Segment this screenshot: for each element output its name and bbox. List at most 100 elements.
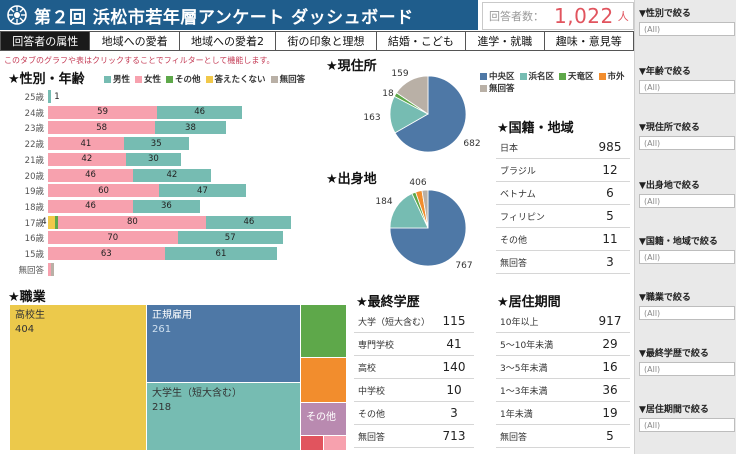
tab-marriage-children[interactable]: 結婚・こども — [376, 31, 467, 51]
occupation-treemap[interactable]: 高校生 404 正規雇用 261 大学生（短大含む） 218 その他 — [10, 305, 346, 450]
age-bar-row[interactable]: 16歳 70 57 — [0, 231, 330, 245]
filter-dropdown[interactable]: (All) — [639, 418, 735, 432]
filter-dropdown[interactable]: (All) — [639, 22, 735, 36]
treemap-tile[interactable] — [301, 436, 323, 450]
age-bar-segment[interactable]: 60 — [48, 184, 159, 198]
pie-slice[interactable] — [389, 193, 429, 229]
table-row[interactable]: 中学校 10 — [354, 379, 474, 402]
treemap-tile[interactable]: 大学生（短大含む） 218 — [147, 383, 300, 450]
pie-slice[interactable] — [394, 75, 467, 153]
respondent-count-value: 1,022 — [554, 4, 614, 28]
age-bar-segment[interactable]: 46 — [48, 168, 134, 182]
age-bar-row[interactable]: 19歳 60 47 — [0, 184, 330, 198]
age-bar-row[interactable]: 22歳 41 35 — [0, 137, 330, 151]
birthplace-pie-chart[interactable]: 406 184 767 — [352, 176, 490, 274]
treemap-tile[interactable]: その他 — [301, 403, 346, 435]
pie-slice[interactable] — [421, 189, 429, 229]
age-bar-segment[interactable]: 70 — [48, 231, 178, 245]
age-bar-segment[interactable]: 46 — [206, 215, 292, 229]
age-bar-row[interactable]: 23歳 58 38 — [0, 121, 330, 135]
age-bar-segment[interactable]: 57 — [177, 231, 283, 245]
tab-attachment[interactable]: 地域への愛着 — [90, 31, 180, 51]
age-bar-row[interactable]: 17歳 4 80 46 — [0, 215, 330, 229]
tab-attachment-2[interactable]: 地域への愛着2 — [179, 31, 277, 51]
legend-item[interactable]: 天竜区 — [559, 70, 594, 82]
tab-attributes[interactable]: 回答者の属性 — [0, 31, 91, 51]
legend-item[interactable]: その他 — [166, 73, 201, 85]
age-bar-row[interactable]: 無回答 — [0, 262, 330, 276]
filter-dropdown[interactable]: (All) — [639, 80, 735, 94]
legend-item[interactable]: 無回答 — [270, 73, 305, 85]
age-bar-segment[interactable] — [48, 262, 51, 276]
treemap-tile[interactable]: 高校生 404 — [10, 305, 146, 450]
treemap-tile[interactable] — [301, 358, 346, 402]
age-bar-row[interactable]: 24歳 59 46 — [0, 105, 330, 119]
age-bar-segment[interactable]: 46 — [48, 199, 134, 213]
legend-item[interactable]: 答えたくない — [205, 73, 266, 85]
tab-city-impression[interactable]: 街の印象と理想 — [276, 31, 377, 51]
table-row[interactable]: 大学（短大含む） 115 — [354, 310, 474, 333]
filter-dropdown[interactable]: (All) — [639, 136, 735, 150]
pie-slice[interactable] — [389, 189, 467, 267]
age-bar-row[interactable]: 25歳 1 — [0, 90, 330, 103]
legend-item[interactable]: 浜名区 — [519, 70, 554, 82]
legend-item[interactable]: 中央区 — [480, 70, 515, 82]
legend-item[interactable]: 無回答 — [480, 82, 515, 94]
table-row[interactable]: 高校 140 — [354, 356, 474, 379]
age-bar-segment[interactable]: 80 — [58, 215, 207, 229]
table-row[interactable]: その他 11 — [496, 228, 630, 251]
treemap-tile[interactable] — [324, 436, 346, 450]
legend-item[interactable]: 男性 — [104, 73, 130, 85]
legend-item[interactable]: 女性 — [135, 73, 161, 85]
table-row-label: 専門学校 — [358, 340, 395, 351]
table-row[interactable]: 3～5年未満 16 — [496, 356, 630, 379]
filter-dropdown[interactable]: (All) — [639, 250, 735, 264]
table-row[interactable]: ベトナム 6 — [496, 182, 630, 205]
table-row[interactable]: 無回答 3 — [496, 251, 630, 274]
age-bar-row[interactable]: 18歳 46 36 — [0, 199, 330, 213]
tab-hobbies-opinions[interactable]: 趣味・意見等 — [544, 31, 634, 51]
filter-dropdown[interactable]: (All) — [639, 194, 735, 208]
table-row[interactable]: 1～3年未満 36 — [496, 379, 630, 402]
age-bar-segment[interactable]: 61 — [164, 247, 278, 260]
age-bar-segment[interactable]: 38 — [155, 121, 226, 135]
age-bar-segment[interactable] — [48, 90, 51, 103]
age-bar-segment[interactable] — [48, 215, 56, 229]
age-bar-segment[interactable]: 58 — [48, 121, 156, 135]
age-bar-segment[interactable] — [51, 262, 54, 276]
table-row[interactable]: フィリピン 5 — [496, 205, 630, 228]
filter-dropdown[interactable]: (All) — [639, 306, 735, 320]
dashboard-header: 第２回 浜松市若年層アンケート ダッシュボード — [0, 0, 478, 30]
age-bar-segment[interactable]: 42 — [133, 168, 211, 182]
age-bar-segment[interactable]: 35 — [123, 137, 189, 151]
age-bar-row[interactable]: 21歳 42 30 — [0, 152, 330, 166]
table-row[interactable]: 無回答 713 — [354, 425, 474, 448]
age-bar-row[interactable]: 15歳 63 61 — [0, 247, 330, 260]
tab-education-employment[interactable]: 進学・就職 — [466, 31, 545, 51]
gender-age-chart[interactable]: 25歳 1 24歳 59 46 23歳 58 38 22歳 41 35 21歳 42 30 20歳 46 42 1… — [0, 90, 330, 276]
legend-item[interactable]: 市外 — [598, 70, 625, 82]
table-row[interactable]: ブラジル 12 — [496, 159, 630, 182]
table-row[interactable]: 5～10年未満 29 — [496, 333, 630, 356]
age-bar-segment[interactable]: 41 — [48, 137, 124, 151]
age-bar-segment[interactable]: 47 — [159, 184, 246, 198]
age-bar-segment[interactable]: 36 — [133, 199, 200, 213]
table-row[interactable]: 無回答 5 — [496, 425, 630, 448]
age-bar-segment[interactable]: 63 — [48, 247, 165, 260]
table-row[interactable]: 日本 985 — [496, 136, 630, 159]
age-bar-segment[interactable]: 30 — [125, 152, 182, 166]
pie-slice[interactable] — [395, 75, 429, 115]
age-bar-segment[interactable]: 46 — [157, 105, 243, 119]
residence-pie-chart[interactable]: 159 18 163 682 — [352, 62, 490, 162]
table-row[interactable]: 10年以上 917 — [496, 310, 630, 333]
treemap-tile[interactable] — [301, 305, 346, 357]
treemap-tile[interactable]: 正規雇用 261 — [147, 305, 300, 382]
table-row[interactable]: その他 3 — [354, 402, 474, 425]
age-bar-segment[interactable]: 42 — [48, 152, 126, 166]
age-bar-segment[interactable]: 59 — [48, 105, 158, 119]
age-bar-segment[interactable] — [55, 215, 59, 229]
age-bar-row[interactable]: 20歳 46 42 — [0, 168, 330, 182]
table-row[interactable]: 1年未満 19 — [496, 402, 630, 425]
table-row[interactable]: 専門学校 41 — [354, 333, 474, 356]
filter-dropdown[interactable]: (All) — [639, 362, 735, 376]
